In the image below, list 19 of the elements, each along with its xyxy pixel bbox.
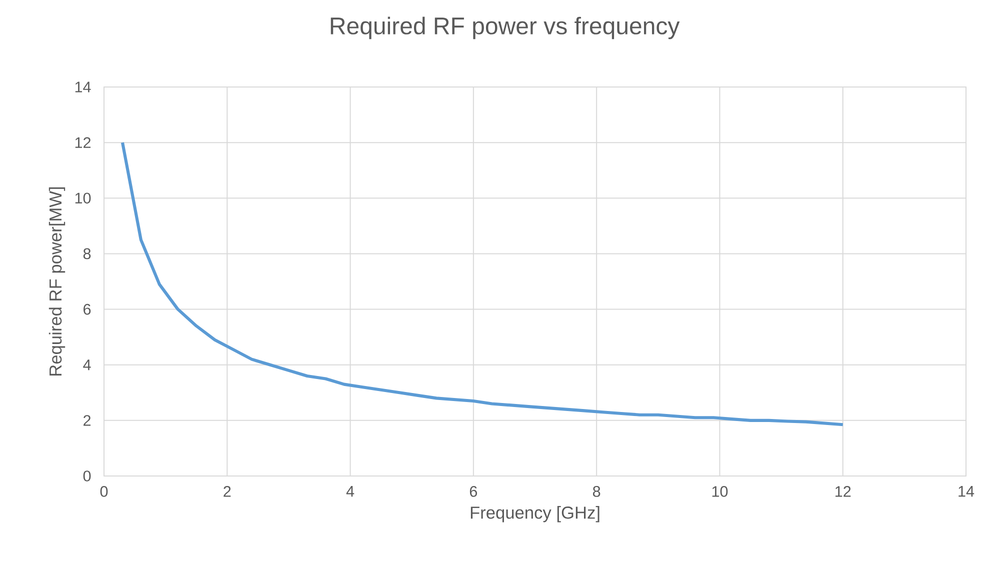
x-tick-label: 6: [470, 486, 478, 497]
x-axis-title: Frequency [GHz]: [470, 506, 600, 522]
y-tick-label: 2: [84, 415, 91, 426]
x-tick-label: 4: [346, 486, 354, 497]
y-tick-label: 4: [83, 360, 91, 370]
chart-title: Required RF power vs frequency: [330, 16, 680, 40]
x-tick-label: 10: [712, 486, 728, 497]
x-tick-label: 2: [224, 486, 231, 497]
x-tick-label: 0: [100, 486, 108, 497]
y-tick-label: 0: [83, 470, 91, 482]
y-tick-label: 6: [84, 304, 91, 315]
x-tick-label: 14: [958, 486, 974, 497]
x-tick-label: 8: [592, 486, 600, 497]
y-tick-label: 10: [75, 192, 91, 204]
y-axis-title: Required RF power[MW]: [48, 187, 66, 376]
y-tick-label: 14: [75, 82, 91, 92]
y-tick-label: 8: [83, 248, 91, 260]
x-tick-label: 12: [836, 486, 851, 497]
y-tick-label: 12: [75, 137, 91, 148]
